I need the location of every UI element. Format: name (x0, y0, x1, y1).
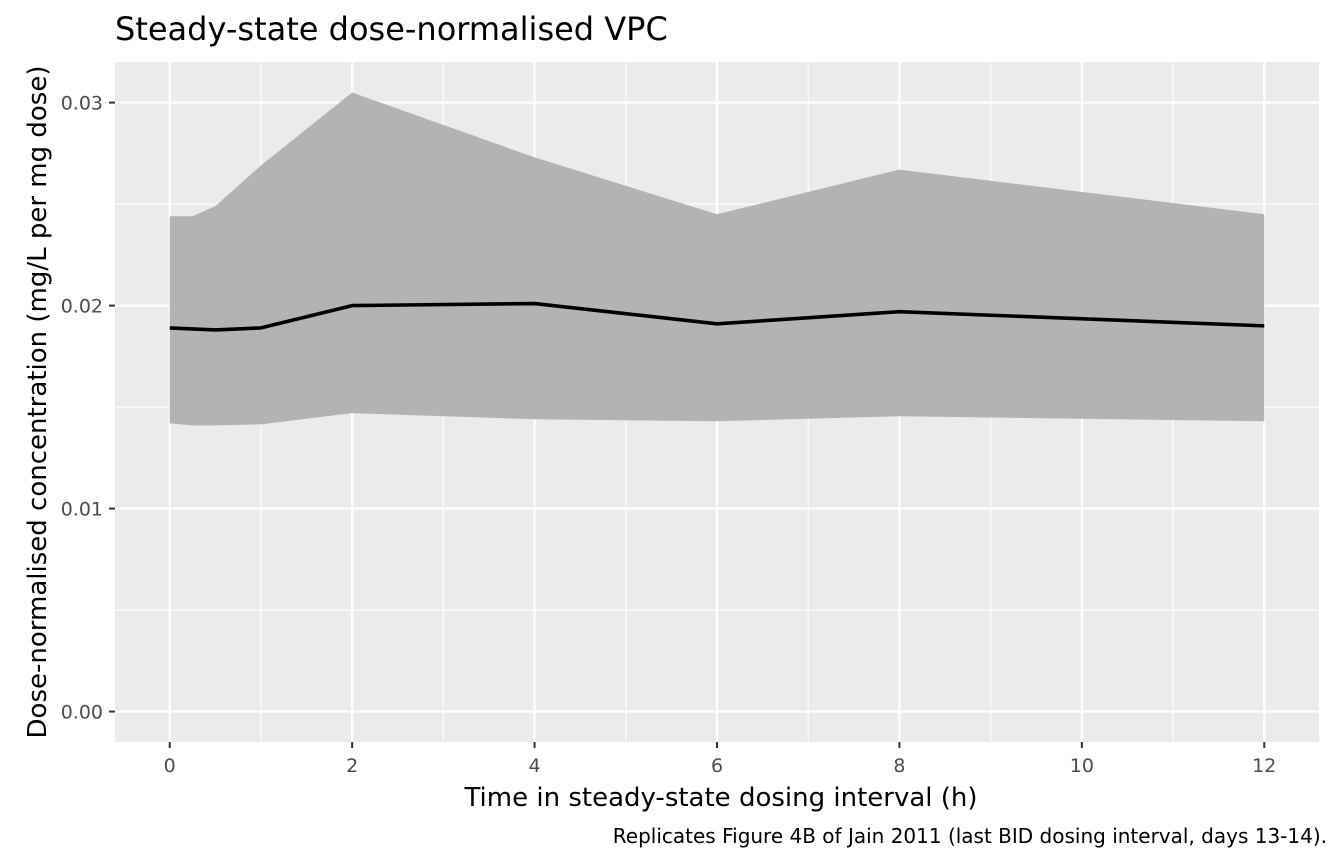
y-tick-label: 0.00 (61, 702, 103, 724)
median-line-layer (169, 301, 1265, 332)
x-tick-label: 0 (164, 755, 176, 777)
chart-title: Steady-state dose-normalised VPC (115, 10, 668, 48)
y-tick-label: 0.03 (61, 93, 103, 115)
x-tick-label: 10 (1070, 755, 1094, 777)
median-line (169, 301, 1265, 332)
y-axis: 0.00 0.01 0.02 0.03 (61, 93, 115, 724)
x-tick-label: 2 (346, 755, 358, 777)
x-axis-title: Time in steady-state dosing interval (h) (463, 783, 977, 813)
prediction-interval-band (169, 92, 1265, 426)
y-axis-title: Dose-normalised concentration (mg/L per … (23, 66, 53, 739)
chart-caption: Replicates Figure 4B of Jain 2011 (last … (613, 824, 1327, 848)
x-axis: 0 2 4 6 8 10 12 (164, 742, 1276, 777)
x-tick-label: 6 (711, 755, 723, 777)
x-tick-label: 12 (1252, 755, 1276, 777)
x-tick-label: 4 (529, 755, 541, 777)
y-tick-label: 0.01 (61, 499, 103, 521)
x-tick-label: 8 (893, 755, 905, 777)
prediction-interval-ribbon (169, 92, 1265, 426)
y-tick-label: 0.02 (61, 296, 103, 318)
